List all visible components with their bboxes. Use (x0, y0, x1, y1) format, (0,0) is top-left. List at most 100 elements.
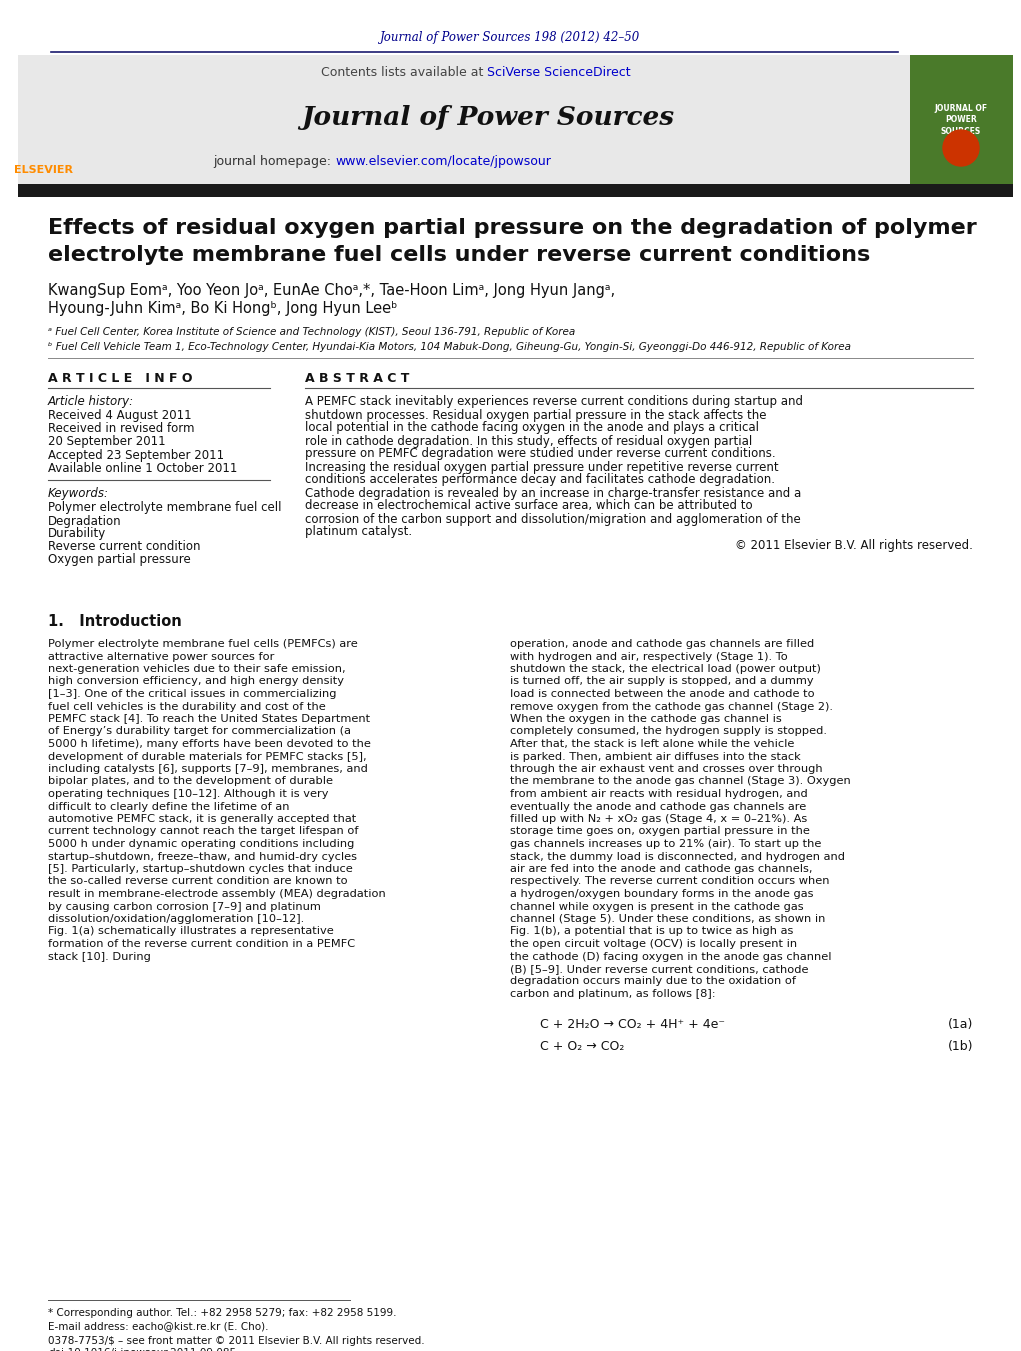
Text: PEMFC stack [4]. To reach the United States Department: PEMFC stack [4]. To reach the United Sta… (48, 713, 371, 724)
Text: completely consumed, the hydrogen supply is stopped.: completely consumed, the hydrogen supply… (510, 727, 827, 736)
Text: Hyoung-Juhn Kimᵃ, Bo Ki Hongᵇ, Jong Hyun Leeᵇ: Hyoung-Juhn Kimᵃ, Bo Ki Hongᵇ, Jong Hyun… (48, 300, 397, 316)
Text: filled up with N₂ + xO₂ gas (Stage 4, x = 0–21%). As: filled up with N₂ + xO₂ gas (Stage 4, x … (510, 815, 808, 824)
Text: from ambient air reacts with residual hydrogen, and: from ambient air reacts with residual hy… (510, 789, 808, 798)
Text: A R T I C L E   I N F O: A R T I C L E I N F O (48, 372, 193, 385)
Text: 5000 h lifetime), many efforts have been devoted to the: 5000 h lifetime), many efforts have been… (48, 739, 371, 748)
Text: ᵃ Fuel Cell Center, Korea Institute of Science and Technology (KIST), Seoul 136-: ᵃ Fuel Cell Center, Korea Institute of S… (48, 327, 575, 336)
Text: is parked. Then, ambient air diffuses into the stack: is parked. Then, ambient air diffuses in… (510, 751, 800, 762)
Text: Effects of residual oxygen partial pressure on the degradation of polymer: Effects of residual oxygen partial press… (48, 218, 977, 238)
Text: shutdown the stack, the electrical load (power output): shutdown the stack, the electrical load … (510, 663, 821, 674)
Text: current technology cannot reach the target lifespan of: current technology cannot reach the targ… (48, 827, 358, 836)
Text: 20 September 2011: 20 September 2011 (48, 435, 165, 449)
Text: Degradation: Degradation (48, 515, 121, 527)
Text: with hydrogen and air, respectively (Stage 1). To: with hydrogen and air, respectively (Sta… (510, 651, 788, 662)
Text: by causing carbon corrosion [7–9] and platinum: by causing carbon corrosion [7–9] and pl… (48, 901, 321, 912)
Text: platinum catalyst.: platinum catalyst. (305, 526, 412, 539)
Text: operating techniques [10–12]. Although it is very: operating techniques [10–12]. Although i… (48, 789, 329, 798)
Text: the membrane to the anode gas channel (Stage 3). Oxygen: the membrane to the anode gas channel (S… (510, 777, 850, 786)
Text: After that, the stack is left alone while the vehicle: After that, the stack is left alone whil… (510, 739, 794, 748)
Text: Oxygen partial pressure: Oxygen partial pressure (48, 554, 191, 566)
Text: journal homepage:: journal homepage: (213, 155, 335, 169)
Text: SciVerse ScienceDirect: SciVerse ScienceDirect (487, 65, 631, 78)
Bar (910, 55, 1013, 185)
Text: load is connected between the anode and cathode to: load is connected between the anode and … (510, 689, 815, 698)
Text: Accepted 23 September 2011: Accepted 23 September 2011 (48, 449, 225, 462)
Text: development of durable materials for PEMFC stacks [5],: development of durable materials for PEM… (48, 751, 367, 762)
Text: dissolution/oxidation/agglomeration [10–12].: dissolution/oxidation/agglomeration [10–… (48, 915, 304, 924)
Text: eventually the anode and cathode gas channels are: eventually the anode and cathode gas cha… (510, 801, 807, 812)
Text: Fig. 1(a) schematically illustrates a representative: Fig. 1(a) schematically illustrates a re… (48, 927, 334, 936)
Text: storage time goes on, oxygen partial pressure in the: storage time goes on, oxygen partial pre… (510, 827, 810, 836)
Text: [5]. Particularly, startup–shutdown cycles that induce: [5]. Particularly, startup–shutdown cycl… (48, 865, 352, 874)
Text: channel (Stage 5). Under these conditions, as shown in: channel (Stage 5). Under these condition… (510, 915, 825, 924)
Text: shutdown processes. Residual oxygen partial pressure in the stack affects the: shutdown processes. Residual oxygen part… (305, 408, 767, 422)
Text: Contents lists available at: Contents lists available at (321, 65, 487, 78)
Text: Journal of Power Sources 198 (2012) 42–50: Journal of Power Sources 198 (2012) 42–5… (380, 31, 640, 45)
Text: www.elsevier.com/locate/jpowsour: www.elsevier.com/locate/jpowsour (335, 155, 551, 169)
Text: Polymer electrolyte membrane fuel cells (PEMFCs) are: Polymer electrolyte membrane fuel cells … (48, 639, 357, 648)
Text: Received 4 August 2011: Received 4 August 2011 (48, 409, 192, 423)
Text: including catalysts [6], supports [7–9], membranes, and: including catalysts [6], supports [7–9],… (48, 765, 368, 774)
Text: operation, anode and cathode gas channels are filled: operation, anode and cathode gas channel… (510, 639, 815, 648)
Text: carbon and platinum, as follows [8]:: carbon and platinum, as follows [8]: (510, 989, 716, 998)
Text: A B S T R A C T: A B S T R A C T (305, 372, 409, 385)
Text: difficult to clearly define the lifetime of an: difficult to clearly define the lifetime… (48, 801, 290, 812)
Circle shape (943, 130, 979, 166)
Text: respectively. The reverse current condition occurs when: respectively. The reverse current condit… (510, 877, 829, 886)
Text: remove oxygen from the cathode gas channel (Stage 2).: remove oxygen from the cathode gas chann… (510, 701, 833, 712)
Text: attractive alternative power sources for: attractive alternative power sources for (48, 651, 275, 662)
Text: Received in revised form: Received in revised form (48, 423, 194, 435)
Text: (1a): (1a) (947, 1019, 973, 1031)
Text: 1.   Introduction: 1. Introduction (48, 615, 182, 630)
Text: degradation occurs mainly due to the oxidation of: degradation occurs mainly due to the oxi… (510, 977, 796, 986)
Text: Cathode degradation is revealed by an increase in charge-transfer resistance and: Cathode degradation is revealed by an in… (305, 486, 801, 500)
Text: KwangSup Eomᵃ, Yoo Yeon Joᵃ, EunAe Choᵃ,*, Tae-Hoon Limᵃ, Jong Hyun Jangᵃ,: KwangSup Eomᵃ, Yoo Yeon Joᵃ, EunAe Choᵃ,… (48, 282, 615, 297)
Text: result in membrane-electrode assembly (MEA) degradation: result in membrane-electrode assembly (M… (48, 889, 386, 898)
Text: fuel cell vehicles is the durability and cost of the: fuel cell vehicles is the durability and… (48, 701, 326, 712)
Text: startup–shutdown, freeze–thaw, and humid-dry cycles: startup–shutdown, freeze–thaw, and humid… (48, 851, 357, 862)
Text: Journal of Power Sources: Journal of Power Sources (301, 105, 675, 131)
Text: Polymer electrolyte membrane fuel cell: Polymer electrolyte membrane fuel cell (48, 501, 282, 515)
Text: Increasing the residual oxygen partial pressure under repetitive reverse current: Increasing the residual oxygen partial p… (305, 461, 779, 473)
Text: high conversion efficiency, and high energy density: high conversion efficiency, and high ene… (48, 677, 344, 686)
Text: A PEMFC stack inevitably experiences reverse current conditions during startup a: A PEMFC stack inevitably experiences rev… (305, 396, 803, 408)
Text: channel while oxygen is present in the cathode gas: channel while oxygen is present in the c… (510, 901, 804, 912)
Text: Reverse current condition: Reverse current condition (48, 540, 200, 554)
Text: Available online 1 October 2011: Available online 1 October 2011 (48, 462, 237, 474)
Text: air are fed into the anode and cathode gas channels,: air are fed into the anode and cathode g… (510, 865, 813, 874)
Text: Fig. 1(b), a potential that is up to twice as high as: Fig. 1(b), a potential that is up to twi… (510, 927, 793, 936)
Text: gas channels increases up to 21% (air). To start up the: gas channels increases up to 21% (air). … (510, 839, 821, 848)
Text: © 2011 Elsevier B.V. All rights reserved.: © 2011 Elsevier B.V. All rights reserved… (735, 539, 973, 551)
Text: doi:10.1016/j.jpowsour.2011.09.085: doi:10.1016/j.jpowsour.2011.09.085 (48, 1348, 236, 1351)
Text: C + 2H₂O → CO₂ + 4H⁺ + 4e⁻: C + 2H₂O → CO₂ + 4H⁺ + 4e⁻ (540, 1019, 725, 1031)
Text: conditions accelerates performance decay and facilitates cathode degradation.: conditions accelerates performance decay… (305, 473, 775, 486)
Text: formation of the reverse current condition in a PEMFC: formation of the reverse current conditi… (48, 939, 355, 948)
Text: E-mail address: eacho@kist.re.kr (E. Cho).: E-mail address: eacho@kist.re.kr (E. Cho… (48, 1321, 269, 1331)
Text: corrosion of the carbon support and dissolution/migration and agglomeration of t: corrosion of the carbon support and diss… (305, 512, 800, 526)
Text: role in cathode degradation. In this study, effects of residual oxygen partial: role in cathode degradation. In this stu… (305, 435, 752, 447)
Text: [1–3]. One of the critical issues in commercializing: [1–3]. One of the critical issues in com… (48, 689, 337, 698)
Text: the cathode (D) facing oxygen in the anode gas channel: the cathode (D) facing oxygen in the ano… (510, 951, 831, 962)
Text: Article history:: Article history: (48, 396, 134, 408)
Text: C + O₂ → CO₂: C + O₂ → CO₂ (540, 1040, 625, 1052)
Bar (18, 55, 70, 185)
Text: bipolar plates, and to the development of durable: bipolar plates, and to the development o… (48, 777, 333, 786)
Text: of Energy’s durability target for commercialization (a: of Energy’s durability target for commer… (48, 727, 351, 736)
Text: 0378-7753/$ – see front matter © 2011 Elsevier B.V. All rights reserved.: 0378-7753/$ – see front matter © 2011 El… (48, 1336, 425, 1346)
Text: automotive PEMFC stack, it is generally accepted that: automotive PEMFC stack, it is generally … (48, 815, 356, 824)
Text: (B) [5–9]. Under reverse current conditions, cathode: (B) [5–9]. Under reverse current conditi… (510, 965, 809, 974)
Text: Durability: Durability (48, 527, 106, 540)
Text: stack, the dummy load is disconnected, and hydrogen and: stack, the dummy load is disconnected, a… (510, 851, 845, 862)
Bar (18, 184, 1013, 197)
Text: ELSEVIER: ELSEVIER (13, 165, 72, 176)
Text: 5000 h under dynamic operating conditions including: 5000 h under dynamic operating condition… (48, 839, 354, 848)
Text: a hydrogen/oxygen boundary forms in the anode gas: a hydrogen/oxygen boundary forms in the … (510, 889, 814, 898)
Text: next-generation vehicles due to their safe emission,: next-generation vehicles due to their sa… (48, 663, 346, 674)
Bar (70, 55, 910, 185)
Text: pressure on PEMFC degradation were studied under reverse current conditions.: pressure on PEMFC degradation were studi… (305, 447, 776, 461)
Text: decrease in electrochemical active surface area, which can be attributed to: decrease in electrochemical active surfa… (305, 500, 752, 512)
Text: is turned off, the air supply is stopped, and a dummy: is turned off, the air supply is stopped… (510, 677, 814, 686)
Text: Keywords:: Keywords: (48, 488, 109, 500)
Text: ᵇ Fuel Cell Vehicle Team 1, Eco-Technology Center, Hyundai-Kia Motors, 104 Mabuk: ᵇ Fuel Cell Vehicle Team 1, Eco-Technolo… (48, 342, 850, 353)
Text: local potential in the cathode facing oxygen in the anode and plays a critical: local potential in the cathode facing ox… (305, 422, 759, 435)
